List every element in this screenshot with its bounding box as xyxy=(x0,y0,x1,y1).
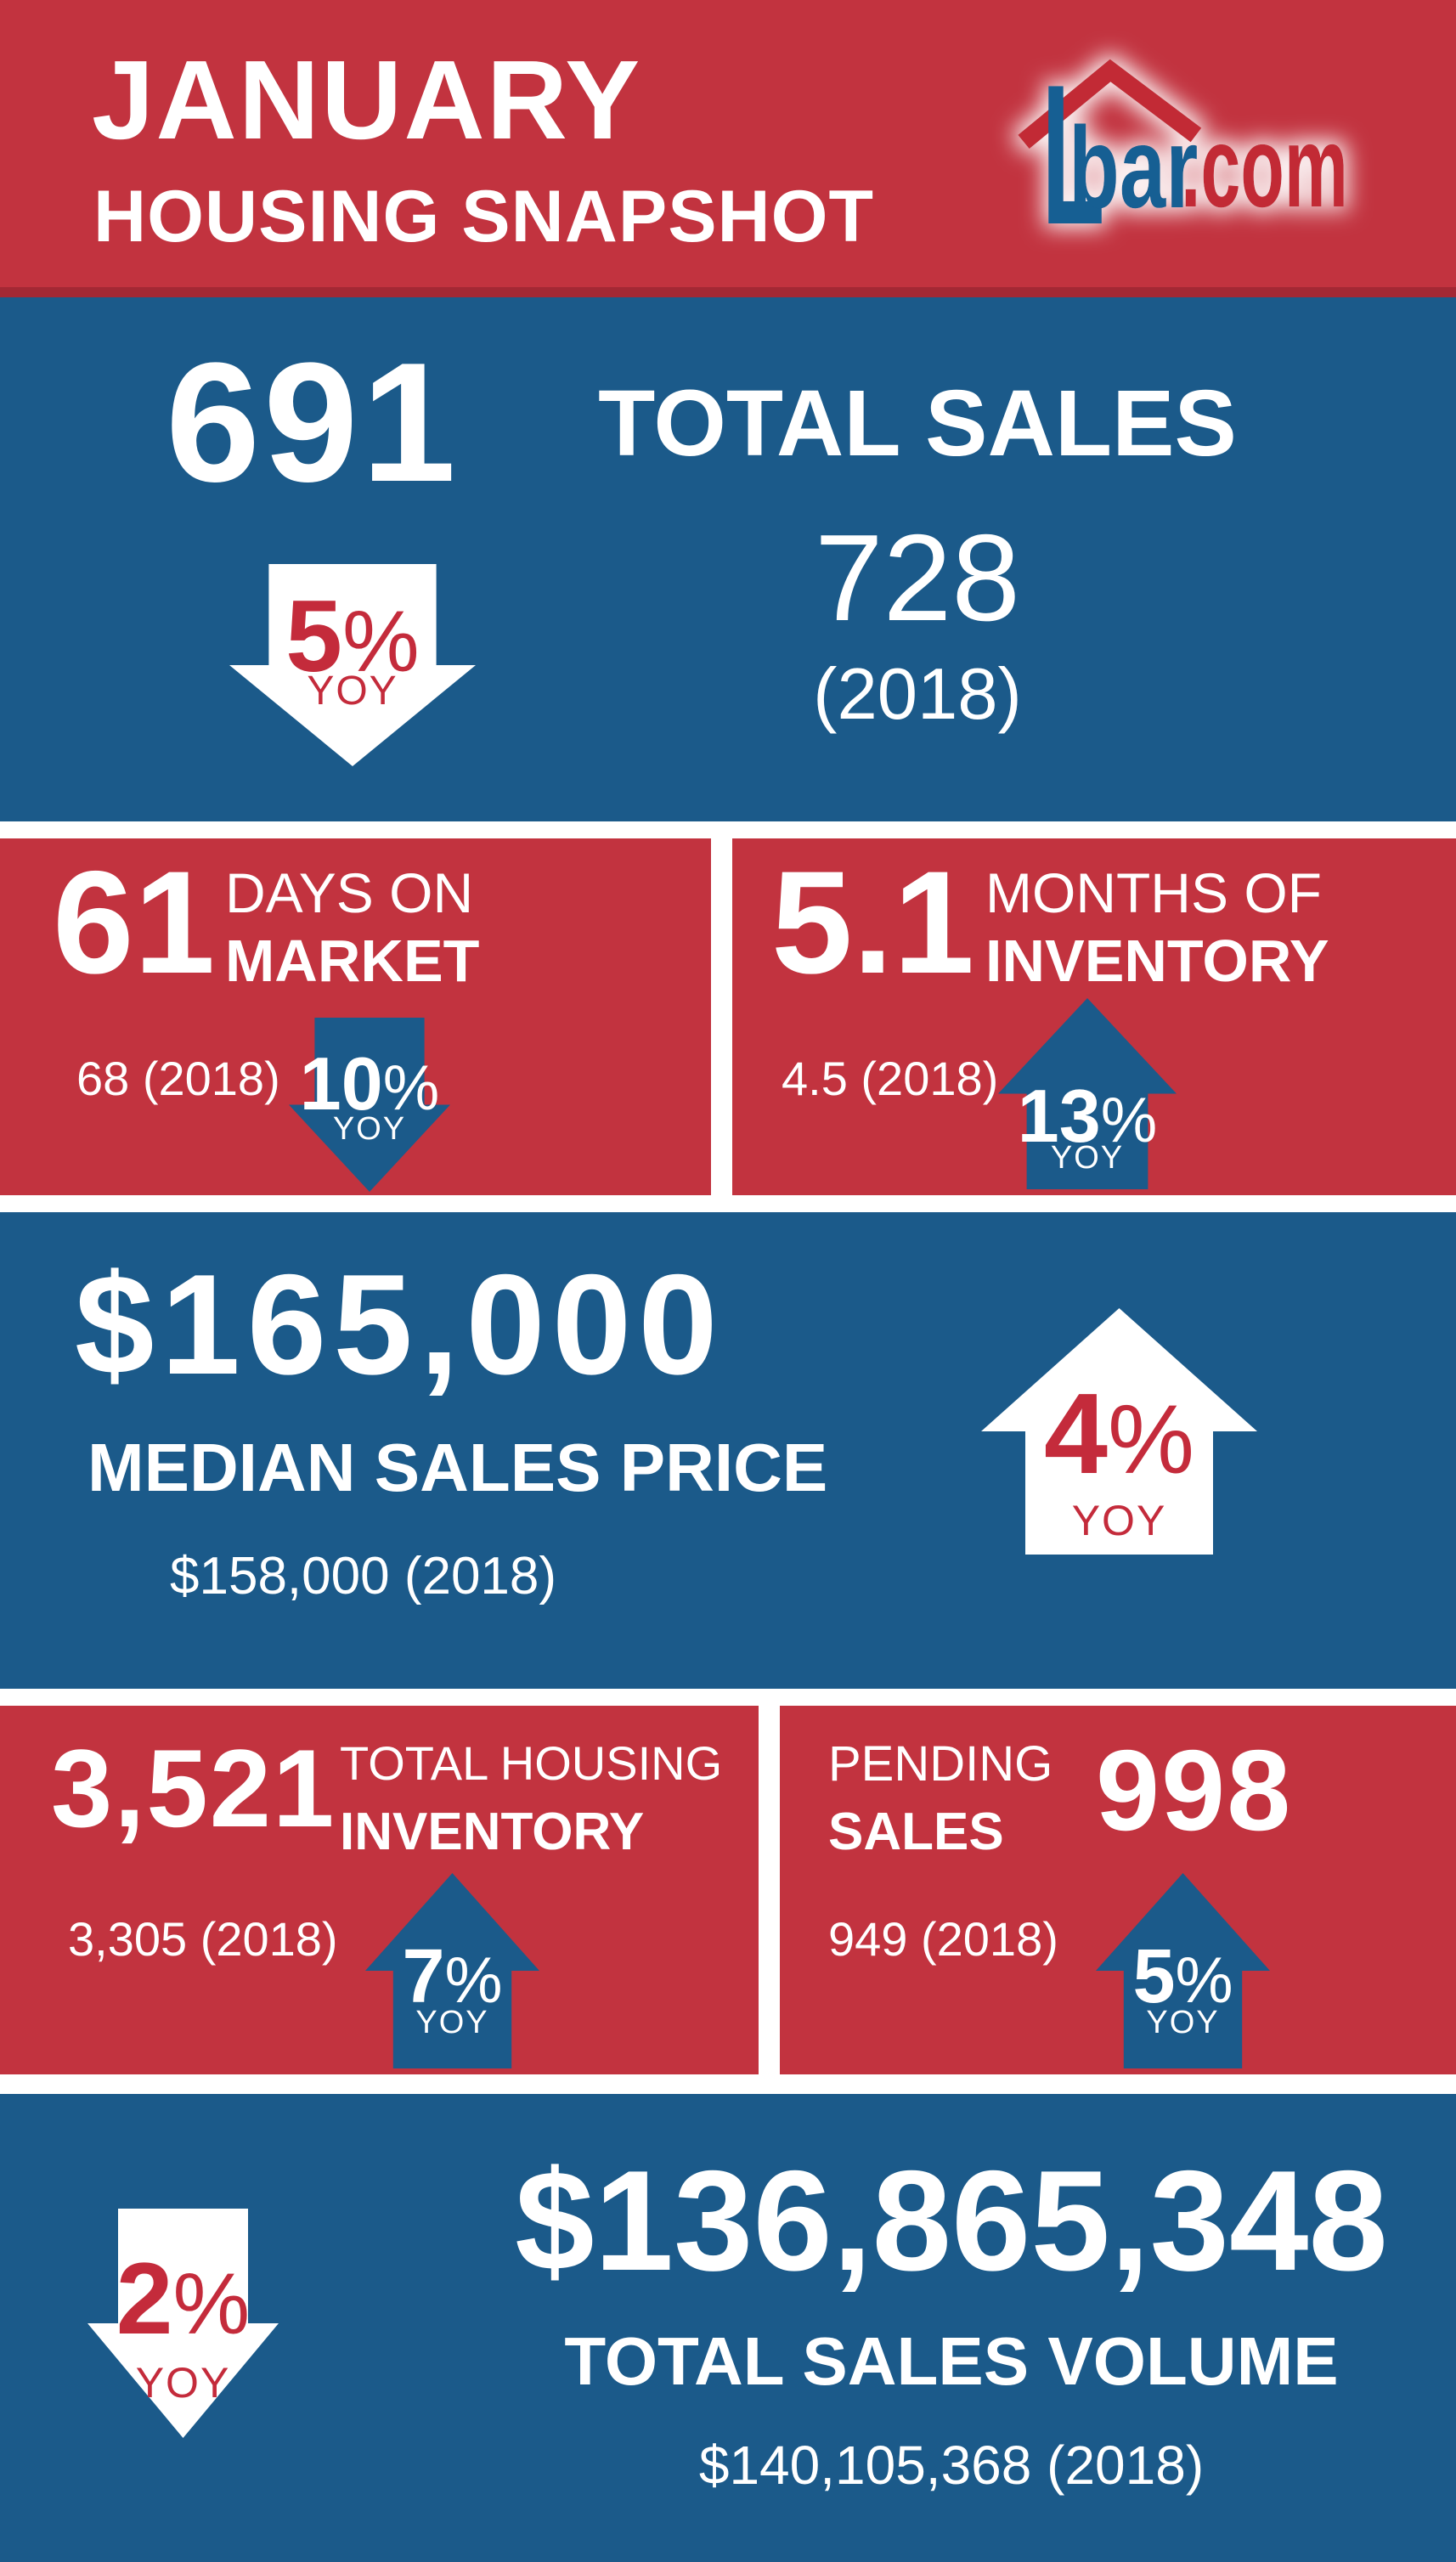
pending-sales-box: PENDING SALES 998 949 (2018) 5% YOY xyxy=(780,1706,1456,2074)
header-divider xyxy=(0,287,1456,297)
total-housing-inventory-box: 3,521 TOTAL HOUSING INVENTORY 3,305 (201… xyxy=(0,1706,759,2074)
days-on-market-label-line1: DAYS ON xyxy=(225,861,474,924)
total-sales-label: TOTAL SALES xyxy=(598,371,1237,476)
roof-icon xyxy=(1018,59,1202,150)
logo-com: .com xyxy=(1181,102,1348,230)
total-housing-inventory-previous: 3,305 (2018) xyxy=(68,1912,338,1966)
days-on-market-change: 10% xyxy=(299,1041,440,1126)
pending-sales-up-arrow-icon: 5% YOY xyxy=(1096,1873,1270,2068)
pending-sales-label-line2: SALES xyxy=(828,1803,1004,1861)
months-of-inventory-yoy-label: YOY xyxy=(1050,1140,1125,1176)
lbar-logo: L bar .com xyxy=(1018,42,1348,266)
logo-bar: bar xyxy=(1069,104,1198,232)
total-sales-volume-section: 2% YOY $136,865,348 TOTAL SALES VOLUME $… xyxy=(0,2094,1456,2562)
total-sales-volume-previous: $140,105,368 (2018) xyxy=(698,2435,1205,2496)
days-on-market-previous: 68 (2018) xyxy=(76,1052,280,1105)
days-on-market-yoy-label: YOY xyxy=(332,1111,407,1147)
median-sales-price-yoy-label: YOY xyxy=(1071,1497,1167,1544)
months-of-inventory-box: 5.1 MONTHS OF INVENTORY 4.5 (2018) 13% Y… xyxy=(732,838,1456,1195)
total-housing-inventory-value: 3,521 xyxy=(51,1726,336,1850)
days-on-market-value: 61 xyxy=(53,841,216,1004)
months-of-inventory-label-line2: INVENTORY xyxy=(985,928,1329,994)
months-of-inventory-previous: 4.5 (2018) xyxy=(782,1052,999,1105)
pending-sales-previous: 949 (2018) xyxy=(828,1912,1058,1966)
pending-sales-change: 5% xyxy=(1132,1934,1233,2019)
total-housing-inventory-change: 7% xyxy=(402,1934,503,2019)
median-sales-price-section: $165,000 MEDIAN SALES PRICE $158,000 (20… xyxy=(0,1212,1456,1689)
median-sales-price-value: $165,000 xyxy=(75,1244,725,1404)
pending-sales-value: 998 xyxy=(1096,1726,1293,1854)
total-sales-value: 691 xyxy=(166,328,460,517)
days-on-market-down-arrow-icon: 10% YOY xyxy=(289,1018,450,1192)
median-sales-price-previous: $158,000 (2018) xyxy=(170,1547,557,1605)
header-band: JANUARY HOUSING SNAPSHOT L bar .com xyxy=(0,0,1456,297)
median-sales-price-change: 4% xyxy=(1043,1369,1195,1498)
total-housing-inventory-yoy-label: YOY xyxy=(415,2005,489,2040)
total-sales-yoy-label: YOY xyxy=(307,669,398,714)
page-title: JANUARY xyxy=(92,37,642,162)
pending-sales-label-line1: PENDING xyxy=(828,1736,1053,1792)
total-housing-inventory-up-arrow-icon: 7% YOY xyxy=(365,1873,539,2068)
logo-l: L xyxy=(1041,42,1105,266)
months-of-inventory-up-arrow-icon: 13% YOY xyxy=(998,998,1177,1189)
total-sales-volume-down-arrow-icon: 2% YOY xyxy=(87,2209,279,2438)
median-sales-price-label: MEDIAN SALES PRICE xyxy=(87,1430,828,1505)
total-housing-inventory-label-line2: INVENTORY xyxy=(340,1803,645,1861)
total-sales-volume-change: 2% xyxy=(116,2242,251,2356)
total-sales-previous: 728 xyxy=(815,509,1020,646)
total-sales-change: 5% xyxy=(285,579,420,693)
total-sales-down-arrow-icon: 5% YOY xyxy=(229,564,476,766)
median-sales-price-up-arrow-icon: 4% YOY xyxy=(981,1308,1257,1555)
pending-sales-yoy-label: YOY xyxy=(1146,2005,1220,2040)
days-on-market-label-line2: MARKET xyxy=(225,928,480,994)
total-sales-volume-value: $136,865,348 xyxy=(515,2141,1388,2300)
total-sales-section: 691 TOTAL SALES 728 (2018) 5% YOY xyxy=(0,297,1456,821)
total-sales-volume-yoy-label: YOY xyxy=(135,2359,231,2407)
months-of-inventory-label-line1: MONTHS OF xyxy=(985,861,1322,924)
total-sales-volume-label: TOTAL SALES VOLUME xyxy=(564,2323,1339,2399)
months-of-inventory-value: 5.1 xyxy=(771,841,975,1004)
total-sales-previous-year: (2018) xyxy=(813,654,1022,735)
months-of-inventory-change: 13% xyxy=(1017,1074,1158,1158)
days-on-market-box: 61 DAYS ON MARKET 68 (2018) 10% YOY xyxy=(0,838,711,1195)
page-subtitle: HOUSING SNAPSHOT xyxy=(93,176,875,257)
total-housing-inventory-label-line1: TOTAL HOUSING xyxy=(340,1736,723,1790)
